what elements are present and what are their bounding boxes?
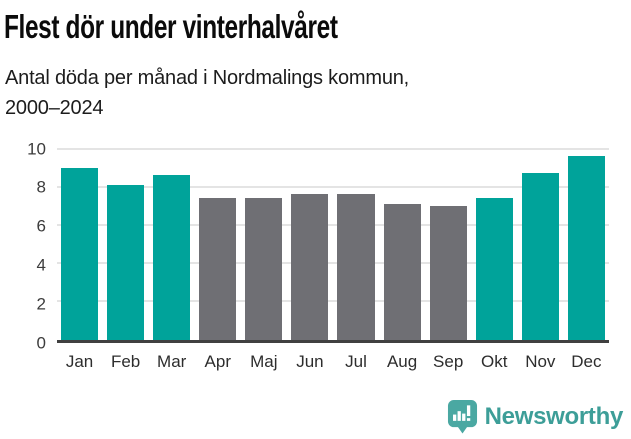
newsworthy-logo: Newsworthy	[447, 399, 623, 434]
y-tick-label: 2	[36, 294, 46, 314]
bar-jul	[337, 194, 375, 340]
chart-subtitle: Antal döda per månad i Nordmalings kommu…	[5, 63, 631, 123]
gridline	[57, 262, 609, 265]
bar-dec	[567, 156, 605, 340]
chart-subtitle-line2: 2000–2024	[5, 96, 104, 119]
x-tick-label: Jul	[345, 351, 367, 371]
bar-sep	[429, 205, 467, 340]
bar-okt	[475, 198, 513, 340]
x-tick-label: Okt	[481, 351, 508, 371]
bar-nov	[521, 173, 559, 340]
newsworthy-logo-text: Newsworthy	[484, 402, 624, 430]
bar-jan	[61, 167, 99, 340]
x-tick-label: Jan	[65, 351, 94, 371]
bar-chart: 0 2 4 6 8 10 Jan Feb Mar Apr Maj Jun Jul Aug Sep Okt No…	[0, 140, 620, 372]
gridline	[57, 300, 609, 303]
x-tick-label: Aug	[386, 351, 418, 371]
gridline	[57, 147, 609, 150]
newsworthy-logo-icon	[447, 399, 478, 434]
bar-apr	[199, 198, 237, 340]
x-tick-label: Maj	[250, 351, 278, 371]
y-tick-label: 10	[27, 139, 46, 159]
bar-aug	[383, 203, 421, 340]
x-tick-label: Sep	[433, 351, 464, 371]
x-tick-label: Mar	[157, 351, 187, 371]
y-axis: 0 2 4 6 8 10	[0, 140, 57, 351]
y-tick-label: 4	[36, 255, 46, 275]
y-tick-label: 8	[36, 177, 46, 197]
gridline	[57, 185, 609, 188]
bar-jun	[291, 194, 329, 340]
x-tick-label: Dec	[571, 351, 602, 371]
bar-feb	[107, 184, 145, 340]
bars-container	[57, 149, 609, 340]
x-tick-label: Apr	[204, 351, 231, 371]
bar-maj	[245, 198, 283, 340]
bar-mar	[153, 175, 191, 340]
chart-subtitle-line1: Antal döda per månad i Nordmalings kommu…	[5, 66, 410, 89]
y-tick-label: 0	[36, 333, 46, 353]
page-title: Flest dör under vinterhalvåret	[4, 8, 338, 45]
x-tick-label: Jun	[296, 351, 324, 371]
plot-area	[57, 147, 609, 343]
x-tick-label: Feb	[110, 351, 141, 371]
x-tick-label: Nov	[525, 351, 556, 371]
y-tick-label: 6	[36, 216, 46, 236]
gridline	[57, 224, 609, 226]
x-axis: Jan Feb Mar Apr Maj Jun Jul Aug Sep Okt Nov Dec	[57, 352, 609, 372]
